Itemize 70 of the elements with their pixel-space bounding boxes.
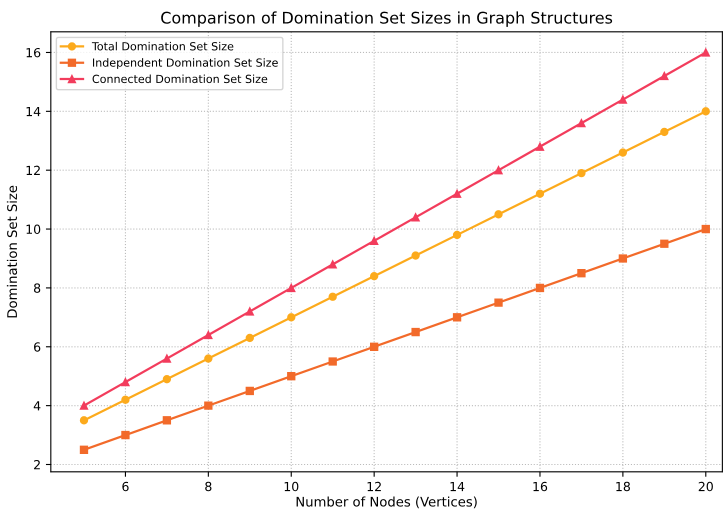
point: [246, 386, 254, 396]
point: [162, 374, 172, 384]
point: [577, 168, 586, 178]
x-tick-label: 6: [122, 482, 129, 492]
point: [370, 236, 378, 245]
y-tick-label: 4: [34, 401, 40, 410]
legend-label: Independent Domination Set Size: [93, 58, 278, 69]
y-tick-label: 6: [34, 342, 40, 352]
point: [287, 372, 296, 380]
point: [162, 354, 172, 363]
legend-label: Connected Domination Set Size: [92, 74, 268, 84]
point: [328, 357, 337, 366]
point: [411, 328, 420, 336]
point: [204, 401, 213, 410]
point: [370, 342, 378, 351]
point: [121, 378, 130, 386]
point: [80, 401, 88, 410]
point: [452, 230, 462, 240]
x-tick-label: 8: [205, 482, 212, 492]
point: [328, 260, 337, 269]
point: [536, 190, 544, 198]
point: [577, 269, 586, 278]
chart-title: Comparison of Domination Set Sizes in Graph Structures: [161, 11, 612, 27]
point: [660, 72, 668, 80]
point: [536, 284, 544, 292]
point: [452, 313, 462, 322]
point: [287, 284, 296, 292]
x-tick-label: 18: [616, 482, 630, 492]
legend-label: Total Domination Set Size: [92, 42, 234, 50]
point: [660, 128, 668, 136]
point: [452, 190, 462, 198]
point: [494, 210, 503, 219]
point: [121, 396, 130, 404]
point: [246, 307, 254, 316]
x-tick-label: 16: [533, 482, 548, 492]
point: [702, 107, 710, 116]
point: [702, 48, 710, 57]
point: [328, 292, 337, 301]
x-tick-label: 20: [698, 482, 713, 492]
x-tick-label: 10: [284, 482, 298, 492]
point: [204, 330, 213, 340]
point: [162, 416, 172, 425]
point: [536, 142, 544, 151]
point: [494, 298, 503, 307]
y-tick-label: 2: [34, 460, 40, 470]
y-tick-label: 12: [26, 166, 40, 175]
point: [494, 166, 503, 174]
point: [411, 251, 420, 260]
y-tick-label: 14: [26, 106, 40, 116]
x-axis-title: Number of Nodes (Vertices): [296, 496, 477, 508]
point: [702, 224, 710, 234]
point: [411, 213, 420, 222]
y-tick-label: 10: [26, 224, 40, 234]
point: [204, 354, 213, 363]
y-axis-title: Domination Set Size: [6, 186, 18, 318]
point: [246, 334, 254, 342]
point: [618, 95, 628, 104]
point: [618, 148, 628, 157]
y-tick-label: 16: [26, 48, 40, 58]
point: [618, 254, 628, 263]
point: [80, 446, 88, 454]
point: [660, 240, 668, 248]
point: [80, 416, 88, 425]
point: [577, 118, 586, 128]
y-tick-label: 8: [34, 283, 40, 293]
x-tick-label: 14: [450, 482, 464, 492]
x-tick-label: 12: [368, 482, 381, 492]
point: [121, 430, 130, 440]
point: [370, 272, 378, 280]
point: [287, 313, 296, 322]
